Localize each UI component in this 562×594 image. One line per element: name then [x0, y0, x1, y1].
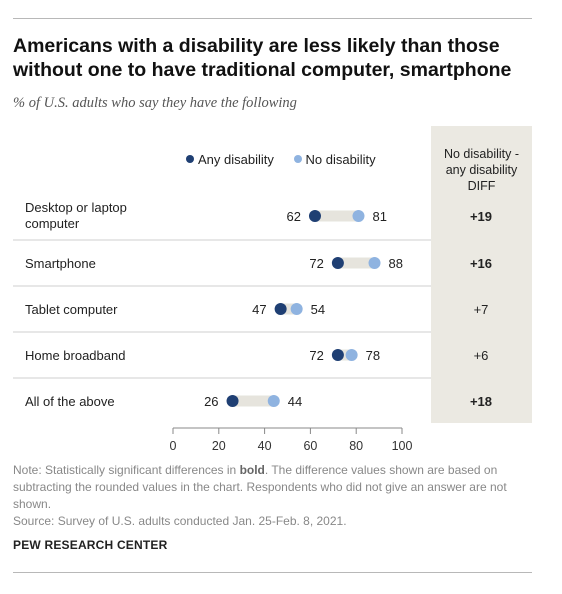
- category-label: Desktop or laptop computer: [25, 200, 127, 231]
- note-bold-word: bold: [239, 463, 265, 477]
- chart-legend: Any disability No disability: [186, 151, 392, 167]
- source-text: Survey of U.S. adults conducted Jan. 25-…: [57, 514, 347, 528]
- diff-column-panel: [431, 126, 532, 423]
- diff-value: +6: [474, 348, 489, 363]
- data-label-no-disability: 44: [288, 394, 302, 409]
- diff-value: +18: [470, 394, 492, 409]
- chart-note: Note: Statistically significant differen…: [13, 462, 533, 513]
- category-label: Home broadband: [25, 348, 125, 363]
- legend-dot-no-disability-icon: [293, 155, 302, 163]
- data-label-any-disability: 72: [309, 256, 323, 271]
- top-rule: [13, 18, 532, 19]
- x-tick-label: 60: [303, 439, 317, 453]
- category-label: All of the above: [25, 394, 115, 409]
- legend-item-any-disability: Any disability: [186, 152, 274, 167]
- x-tick-label: 80: [349, 439, 363, 453]
- dot-any-disability: [308, 210, 321, 222]
- legend-label-any-disability: Any disability: [198, 151, 274, 167]
- source-label: Source:: [13, 514, 58, 528]
- dot-any-disability: [331, 257, 344, 269]
- diff-header-line-2: any disability: [445, 163, 518, 177]
- diff-value: +19: [470, 209, 492, 224]
- dot-no-disability: [290, 303, 303, 315]
- diff-header-line-3: DIFF: [467, 179, 496, 193]
- bottom-rule: [13, 572, 532, 573]
- data-label-no-disability: 54: [311, 302, 325, 317]
- diff-header-line-1: No disability -: [443, 147, 520, 161]
- data-label-no-disability: 81: [372, 209, 386, 224]
- dot-any-disability: [331, 349, 344, 361]
- note-suffix: . The difference values shown are based …: [13, 463, 507, 511]
- legend-dot-any-disability-icon: [186, 155, 194, 163]
- note-prefix: Note: Statistically significant differen…: [13, 463, 240, 477]
- dot-any-disability: [274, 303, 287, 315]
- dot-any-disability: [226, 395, 239, 407]
- chart-subtitle: % of U.S. adults who say they have the f…: [13, 95, 297, 111]
- data-label-any-disability: 26: [204, 394, 218, 409]
- data-label-any-disability: 47: [252, 302, 266, 317]
- diff-value: +16: [470, 256, 492, 271]
- diff-value: +7: [474, 302, 489, 317]
- x-tick-label: 100: [392, 439, 413, 453]
- data-label-no-disability: 78: [366, 348, 380, 363]
- data-label-no-disability: 88: [389, 256, 403, 271]
- x-tick-label: 0: [170, 439, 177, 453]
- dot-no-disability: [368, 257, 381, 269]
- chart-source: Source: Survey of U.S. adults conducted …: [13, 514, 347, 528]
- x-tick-label: 40: [258, 439, 272, 453]
- legend-item-no-disability: No disability: [293, 151, 376, 167]
- dot-no-disability: [352, 210, 365, 222]
- data-label-any-disability: 72: [309, 348, 323, 363]
- x-tick-label: 20: [212, 439, 226, 453]
- legend-label-no-disability: No disability: [305, 151, 376, 167]
- diff-column-header: No disability - any disability DIFF: [431, 146, 532, 194]
- category-label: Tablet computer: [25, 302, 118, 317]
- brand-name: PEW RESEARCH CENTER: [13, 538, 168, 552]
- data-label-any-disability: 62: [287, 209, 301, 224]
- category-label: Smartphone: [25, 256, 96, 271]
- dot-no-disability: [345, 349, 358, 361]
- dot-no-disability: [267, 395, 280, 407]
- chart-title: Americans with a disability are less lik…: [13, 35, 512, 81]
